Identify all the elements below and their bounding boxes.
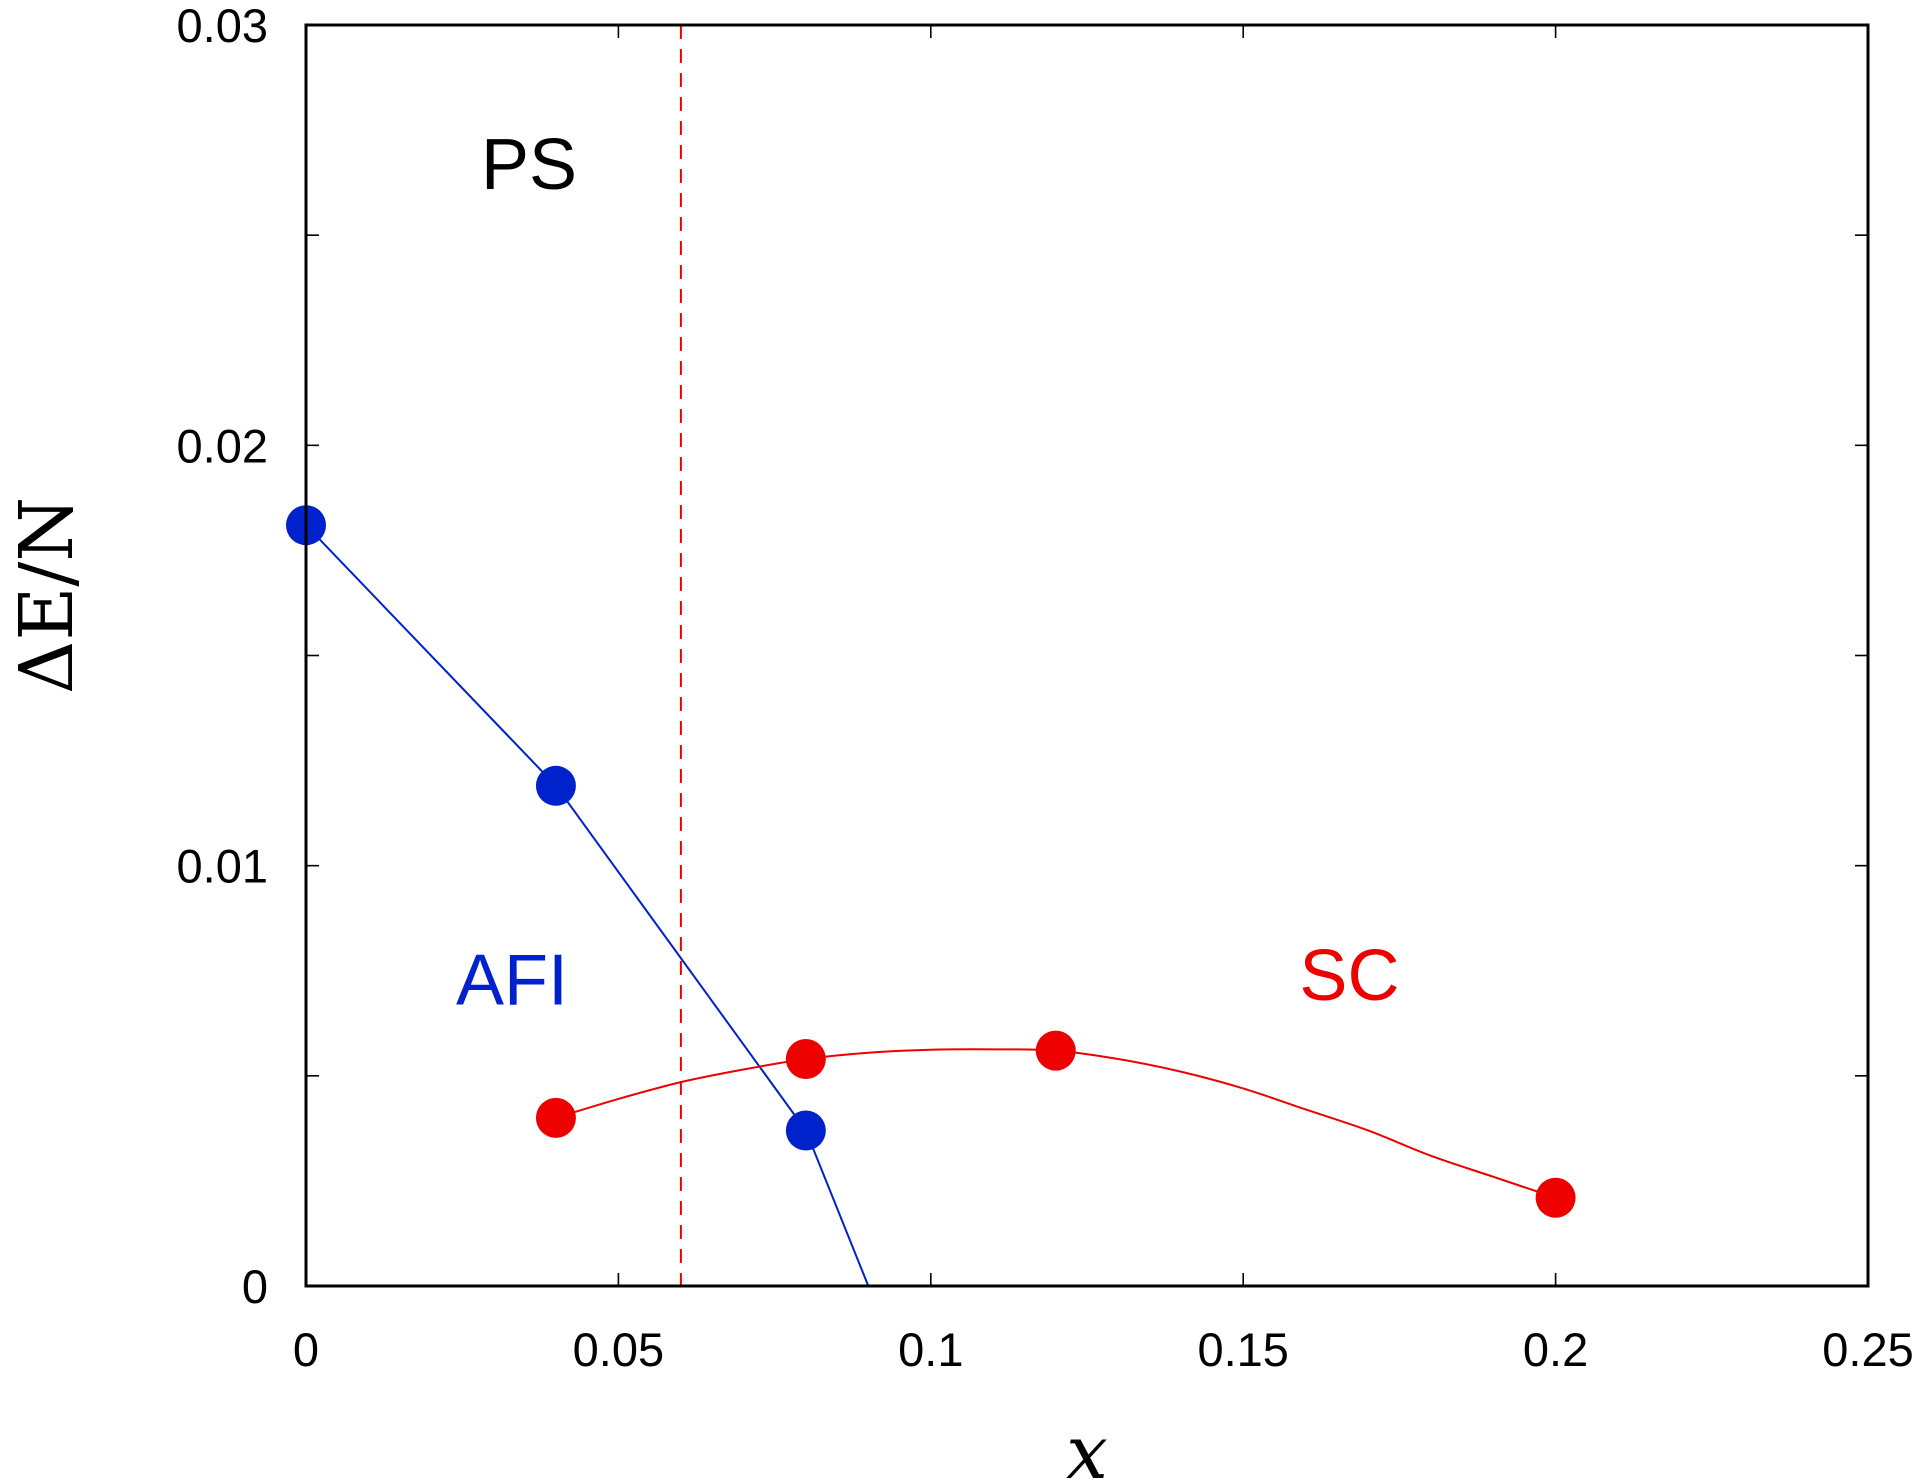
axis-ticks-layer [305, 24, 1869, 1287]
y-tick-label: 0.02 [177, 419, 268, 472]
y-tick-label: 0.01 [177, 840, 268, 893]
data-points-layer [286, 505, 1576, 1218]
series-1-point [785, 1110, 826, 1151]
y-tick-label: 0 [242, 1260, 268, 1313]
x-axis-label: x [1066, 1410, 1108, 1484]
series-2-point [535, 1097, 576, 1138]
series-1-point [535, 765, 576, 806]
region-label-sc: SC [1299, 936, 1399, 1016]
series-2-point [1035, 1030, 1076, 1071]
y-tick-label: 0.03 [177, 0, 268, 52]
x-tick-label: 0 [293, 1323, 319, 1376]
series-lines-layer [305, 524, 1556, 1287]
y-axis-label: ΔE/N [4, 497, 90, 694]
x-tick-label: 0.25 [1822, 1323, 1913, 1376]
region-label-ps: PS [481, 125, 577, 205]
series-2-line [555, 1048, 1556, 1199]
region-labels-layer: PS AFI SC [456, 125, 1400, 1020]
x-tick-label: 0.2 [1523, 1323, 1588, 1376]
plot-frame [304, 23, 1870, 1288]
tick-labels-layer: 0 0.05 0.1 0.15 0.2 0.25 0 0.01 0.02 0.03 [177, 0, 1914, 1376]
series-2-point [785, 1039, 826, 1080]
x-tick-label: 0.15 [1197, 1323, 1288, 1376]
x-tick-label: 0.1 [898, 1323, 963, 1376]
series-1-line [305, 524, 870, 1287]
region-label-afi: AFI [456, 940, 568, 1020]
series-2-point [1535, 1177, 1576, 1218]
x-tick-label: 0.05 [573, 1323, 664, 1376]
